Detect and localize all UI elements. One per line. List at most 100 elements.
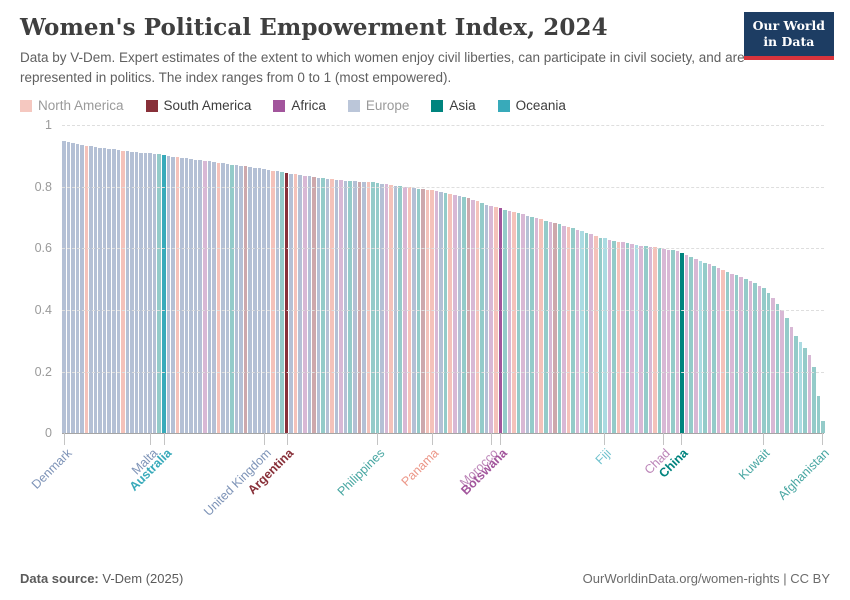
bar-country-100[interactable]: [516, 213, 521, 434]
bar-country-140[interactable]: [698, 260, 703, 434]
bar-country-113[interactable]: [575, 229, 580, 434]
bar-country-56[interactable]: [316, 177, 321, 434]
bar-country-17[interactable]: [139, 152, 143, 434]
bar-country-16[interactable]: [134, 152, 139, 434]
bar-country-84[interactable]: [443, 193, 448, 434]
bar-country-3[interactable]: [75, 144, 80, 434]
bar-country-35[interactable]: [221, 163, 225, 434]
bar-country-145[interactable]: [721, 269, 725, 434]
bar-country-52[interactable]: [298, 175, 302, 434]
bar-country-114[interactable]: [580, 231, 584, 434]
bar-country-141[interactable]: [703, 262, 707, 434]
bar-united-kingdom[interactable]: [262, 168, 266, 434]
bar-morocco[interactable]: [489, 206, 493, 434]
bar-country-97[interactable]: [503, 209, 507, 434]
bar-country-138[interactable]: [689, 256, 694, 434]
bar-country-43[interactable]: [257, 168, 262, 434]
bar-country-165[interactable]: [812, 366, 816, 434]
bar-country-27[interactable]: [184, 158, 189, 434]
legend-item-europe[interactable]: Europe: [347, 98, 409, 113]
bar-country-111[interactable]: [566, 226, 571, 434]
bar-country-41[interactable]: [248, 167, 252, 434]
bar-country-63[interactable]: [348, 180, 352, 434]
bar-country-59[interactable]: [330, 179, 334, 434]
bar-country-9[interactable]: [102, 148, 107, 434]
bar-country-161[interactable]: [794, 336, 798, 434]
bar-country-129[interactable]: [648, 246, 653, 434]
legend-item-africa[interactable]: Africa: [273, 98, 326, 113]
bar-country-103[interactable]: [530, 216, 534, 434]
bar-country-99[interactable]: [512, 211, 516, 434]
bar-country-74[interactable]: [398, 186, 403, 434]
bar-country-86[interactable]: [453, 195, 457, 434]
bar-country-28[interactable]: [189, 159, 193, 434]
bar-country-83[interactable]: [439, 192, 443, 434]
bar-denmark[interactable]: [62, 140, 66, 434]
bar-country-7[interactable]: [93, 147, 98, 434]
bar-country-11[interactable]: [112, 149, 116, 434]
bar-country-118[interactable]: [598, 237, 603, 434]
bar-country-153[interactable]: [757, 285, 762, 434]
bar-country-15[interactable]: [130, 151, 134, 434]
bar-country-23[interactable]: [166, 155, 171, 434]
bar-country-164[interactable]: [807, 354, 812, 434]
bar-country-31[interactable]: [202, 160, 207, 434]
bar-country-2[interactable]: [71, 143, 75, 434]
bar-country-10[interactable]: [107, 148, 112, 434]
legend-item-asia[interactable]: Asia: [431, 98, 476, 113]
bar-country-143[interactable]: [712, 266, 716, 434]
bar-country-39[interactable]: [239, 165, 243, 434]
bar-country-65[interactable]: [357, 181, 362, 434]
bar-country-133[interactable]: [666, 249, 671, 434]
bar-country-131[interactable]: [657, 248, 662, 434]
bar-country-121[interactable]: [612, 240, 616, 434]
bar-country-137[interactable]: [684, 255, 689, 434]
bar-country-157[interactable]: [775, 303, 780, 434]
bar-country-160[interactable]: [789, 326, 794, 434]
bar-country-51[interactable]: [293, 174, 298, 434]
bar-country-125[interactable]: [630, 244, 634, 434]
bar-country-128[interactable]: [644, 246, 648, 434]
bar-country-1[interactable]: [66, 142, 71, 434]
bar-country-67[interactable]: [366, 182, 371, 434]
bar-country-91[interactable]: [475, 200, 480, 434]
bar-country-95[interactable]: [493, 207, 498, 434]
bar-malta[interactable]: [148, 153, 152, 434]
bar-country-68[interactable]: [371, 182, 375, 434]
bar-country-26[interactable]: [180, 157, 184, 434]
bar-country-148[interactable]: [734, 275, 739, 434]
bar-country-29[interactable]: [193, 159, 198, 434]
bar-country-163[interactable]: [803, 348, 807, 434]
bar-country-127[interactable]: [639, 245, 643, 434]
bar-country-64[interactable]: [353, 181, 357, 434]
bar-country-25[interactable]: [175, 157, 180, 434]
bar-country-45[interactable]: [266, 169, 271, 434]
bar-country-54[interactable]: [307, 176, 312, 434]
bar-country-149[interactable]: [739, 277, 744, 434]
bar-argentina[interactable]: [284, 172, 289, 434]
bar-country-124[interactable]: [625, 243, 630, 434]
bar-country-55[interactable]: [312, 176, 316, 434]
bar-panama[interactable]: [430, 189, 434, 434]
owid-logo[interactable]: Our World in Data: [743, 12, 834, 60]
bar-china[interactable]: [680, 252, 684, 434]
bar-country-87[interactable]: [457, 195, 462, 434]
bar-country-150[interactable]: [744, 279, 748, 434]
bar-country-120[interactable]: [607, 239, 612, 434]
x-label-kuwait[interactable]: Kuwait: [736, 446, 773, 483]
bar-country-72[interactable]: [389, 184, 393, 434]
bar-country-110[interactable]: [562, 225, 566, 434]
bar-country-109[interactable]: [557, 224, 562, 434]
bar-country-115[interactable]: [584, 232, 589, 434]
bar-country-93[interactable]: [484, 204, 489, 434]
bar-country-82[interactable]: [434, 191, 439, 434]
bar-country-116[interactable]: [589, 234, 593, 434]
bar-country-50[interactable]: [289, 173, 293, 434]
bar-country-18[interactable]: [143, 152, 148, 434]
bar-country-58[interactable]: [325, 178, 330, 434]
bar-country-151[interactable]: [748, 280, 753, 434]
bar-country-62[interactable]: [343, 180, 348, 434]
bar-country-53[interactable]: [302, 175, 307, 434]
bar-country-6[interactable]: [89, 146, 93, 434]
bar-country-130[interactable]: [653, 247, 657, 434]
